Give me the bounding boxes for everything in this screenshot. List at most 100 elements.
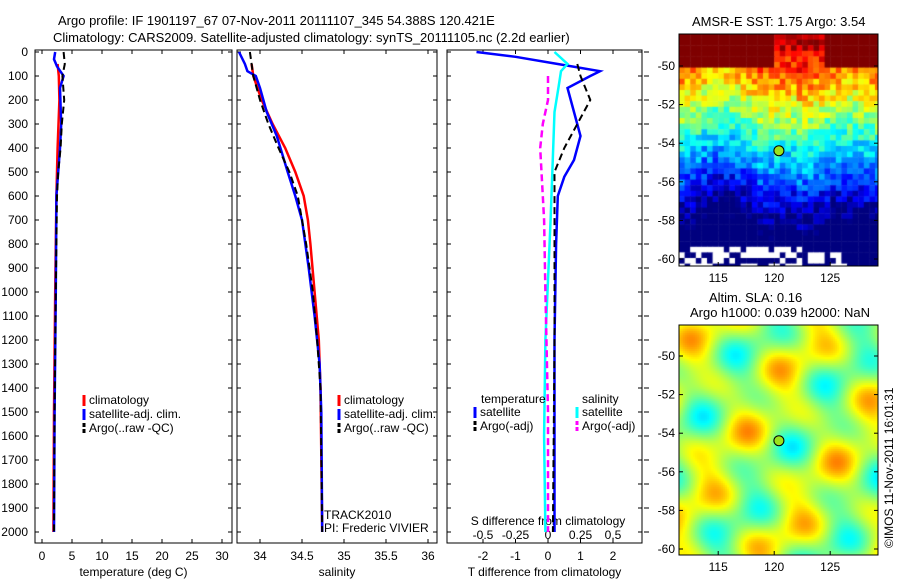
s-diff-tick-label: -0.5 <box>473 528 494 542</box>
x-tick-label: 25 <box>185 549 199 563</box>
lon-tick-label: 120 <box>764 271 784 285</box>
depth-tick-label: 0 <box>21 45 28 59</box>
legend-label: Argo(..raw -QC) <box>344 421 429 435</box>
x-tick-label: 35.5 <box>374 549 398 563</box>
depth-tick-label: 500 <box>8 165 28 179</box>
lat-tick-label: -54 <box>658 426 676 440</box>
x-tick-label: 5 <box>69 549 76 563</box>
s-diff-tick-label: 0.25 <box>569 528 593 542</box>
legend-label: satellite-adj. clim. <box>89 407 181 421</box>
depth-tick-label: 1600 <box>1 429 28 443</box>
argo-location-marker <box>773 145 785 157</box>
panel-frame <box>34 49 233 544</box>
depth-tick-label: 800 <box>8 237 28 251</box>
series-line-climatology <box>250 63 324 533</box>
depth-tick-label: 100 <box>8 69 28 83</box>
map-frame <box>678 33 879 267</box>
lon-tick-label: 115 <box>709 560 728 574</box>
lat-tick-label: -52 <box>658 388 676 402</box>
depth-tick-label: 1500 <box>1 405 28 419</box>
legend-label: climatology <box>344 393 404 407</box>
depth-tick-label: 2000 <box>1 525 28 539</box>
series-line-argo <box>248 51 324 533</box>
lat-tick-label: -54 <box>658 136 676 150</box>
series-line-t-satellite <box>476 50 605 532</box>
legend-label: satellite <box>480 405 521 419</box>
x-tick-label: 15 <box>125 549 139 563</box>
x-tick-label: -1 <box>510 549 521 563</box>
s-diff-tick-label: -0.25 <box>502 528 530 542</box>
panel-frame <box>446 49 643 544</box>
lat-tick-label: -60 <box>658 252 676 266</box>
depth-tick-label: 1100 <box>2 309 28 323</box>
depth-tick-label: 1400 <box>1 381 28 395</box>
figure-title-line2: Climatology: CARS2009. Satellite-adjuste… <box>53 30 570 45</box>
depth-tick-label: 1800 <box>1 477 28 491</box>
map-frame <box>678 324 879 556</box>
x-tick-label: 36 <box>421 549 435 563</box>
annotation-track: TRACK2010 <box>324 508 392 522</box>
series-line-satellite-adj-clim- <box>237 51 324 533</box>
lat-tick-label: -58 <box>658 503 676 517</box>
lat-tick-label: -58 <box>658 213 676 227</box>
x-tick-label: 1 <box>577 549 584 563</box>
copyright-text: ©IMOS 11-Nov-2011 16:01:31 <box>882 387 896 548</box>
s-diff-tick-label: 0.5 <box>605 528 622 542</box>
lat-tick-label: -52 <box>658 98 676 112</box>
x-tick-label: 2 <box>610 549 617 563</box>
series-line-t-argo <box>551 63 592 533</box>
lon-tick-label: 125 <box>820 560 840 574</box>
depth-tick-label: 1000 <box>1 285 28 299</box>
lat-tick-label: -56 <box>658 465 676 479</box>
sst-map-title: AMSR-E SST: 1.75 Argo: 3.54 <box>692 14 866 29</box>
lon-tick-label: 125 <box>820 271 840 285</box>
x-axis-label: temperature (deg C) <box>79 565 187 579</box>
x-tick-label: 35 <box>337 549 351 563</box>
argo-location-marker <box>773 435 785 447</box>
lat-tick-label: -50 <box>658 59 676 73</box>
panel-frame <box>236 49 438 544</box>
depth-tick-label: 1900 <box>1 501 28 515</box>
depth-tick-label: 900 <box>8 261 28 275</box>
depth-tick-label: 700 <box>8 213 28 227</box>
legend-label: climatology <box>89 393 149 407</box>
legend-title-temperature: temperature <box>481 392 546 406</box>
lon-tick-label: 120 <box>764 560 784 574</box>
lat-tick-label: -50 <box>658 349 676 363</box>
depth-tick-label: 400 <box>8 141 28 155</box>
x-axis-label: T difference from climatology <box>468 565 622 579</box>
legend-title-salinity: salinity <box>582 392 619 406</box>
depth-tick-label: 1200 <box>1 333 28 347</box>
sla-map-subtitle: Argo h1000: 0.039 h2000: NaN <box>690 305 870 320</box>
series-line-s-satellite <box>542 51 570 533</box>
x-tick-label: 10 <box>95 549 109 563</box>
annotation-pi: PI: Frederic VIVIER <box>324 521 429 535</box>
legend-label: satellite <box>582 405 623 419</box>
lon-tick-label: 115 <box>709 271 728 285</box>
x-tick-label: 0 <box>39 549 46 563</box>
lat-tick-label: -56 <box>658 175 676 189</box>
legend-label: satellite-adj. clim. <box>344 407 436 421</box>
figure-title-line1: Argo profile: IF 1901197_67 07-Nov-2011 … <box>58 13 495 28</box>
x-axis-label: salinity <box>319 565 356 579</box>
lat-tick-label: -60 <box>658 542 676 556</box>
legend-label: Argo(-adj) <box>582 419 635 433</box>
x-tick-label: 34 <box>253 549 267 563</box>
legend-label: Argo(-adj) <box>480 419 533 433</box>
legend-label: Argo(..raw -QC) <box>89 421 174 435</box>
x-tick-label: 34.5 <box>290 549 314 563</box>
depth-tick-label: 300 <box>8 117 28 131</box>
s-diff-tick-label: 0 <box>545 528 552 542</box>
x-tick-label: 30 <box>215 549 229 563</box>
depth-tick-label: 1300 <box>1 357 28 371</box>
depth-tick-label: 600 <box>8 189 28 203</box>
sla-map-title: Altim. SLA: 0.16 <box>709 290 803 305</box>
x-tick-label: -2 <box>478 549 489 563</box>
x-tick-label: 20 <box>155 549 169 563</box>
x-tick-label: 0 <box>545 549 552 563</box>
depth-tick-label: 200 <box>8 93 28 107</box>
series-line-argo <box>53 51 66 533</box>
depth-tick-label: 1700 <box>1 453 28 467</box>
